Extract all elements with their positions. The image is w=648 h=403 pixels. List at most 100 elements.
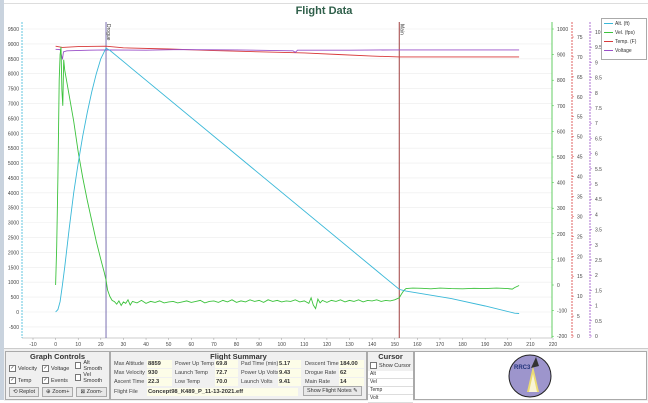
show-cursor-checkbox[interactable]: Show Cursor [370,361,412,370]
cursor-panel: Cursor Show Cursor Alt Vel Temp Volt [367,351,414,403]
altitude-tick-label: 5000 [8,161,19,167]
altitude-tick-label: 4500 [8,176,19,182]
voltage-tick-label: 6 [595,152,598,158]
voltage-tick-label: 3 [595,243,598,249]
checkbox-label: Show Cursor [379,362,411,369]
voltage-tick-label: 1 [595,304,598,310]
altitude-tick-label: 3000 [8,221,19,227]
main-rate-label: Main Rate [305,379,331,385]
altitude-tick-label: 6500 [8,116,19,122]
zoom-out-icon: ⊠ [80,389,87,395]
altitude-tick-label: 2500 [8,236,19,242]
temp-series-line [55,45,520,58]
voltage-tick-label: 4.5 [595,197,602,203]
x-tick-label: 70 [211,342,217,348]
ascent-time-value: 22.3 [147,378,172,386]
events-checkbox[interactable]: ✓ Events [42,376,72,385]
x-tick-label: 60 [188,342,194,348]
velocity-series-line [55,46,520,310]
altitude-tick-label: 1500 [8,265,19,271]
flight-chart[interactable]: -500050010001500200025003000350040004500… [0,0,648,348]
x-tick-label: 160 [413,342,422,348]
altitude-tick-label: 9500 [8,27,19,33]
altitude-tick-label: 2000 [8,250,19,256]
voltage-tick-label: 8 [595,91,598,97]
window-edge [0,0,4,400]
temp-tick-label: 50 [577,135,583,141]
top-border [4,0,648,4]
altitude-tick-label: 5500 [8,146,19,152]
temp-tick-label: 60 [577,95,583,101]
altitude-tick-label: 3500 [8,206,19,212]
legend-item-voltage: Voltage [602,46,646,55]
alt-smooth-checkbox[interactable]: Alt Smooth [75,359,107,372]
checkbox-label: Temp [18,377,32,384]
launch-volts-value: 9.41 [278,378,301,386]
temp-checkbox[interactable]: ✓ Temp [9,376,39,385]
velocity-tick-label: 800 [557,78,566,84]
chart-title: Flight Data [295,5,353,17]
checkbox-label: Vel Smooth [83,371,103,384]
drogue-rate-value: 62 [339,369,364,377]
replot-button[interactable]: ⟲ Replot [9,387,40,397]
altitude-tick-label: 6000 [8,131,19,137]
temp-tick-label: 25 [577,234,583,240]
legend-label: Voltage [615,47,632,54]
legend-item-altitude: Alt. (ft) [602,19,646,28]
voltage-tick-label: 7.5 [595,106,602,112]
altitude-tick-label: 7000 [8,101,19,107]
zoom-out-button[interactable]: ⊠ Zoom- [76,387,107,397]
cursor-alt-row: Alt [368,371,413,379]
chart-legend: Alt. (ft) Vel. (fps) Temp. (F) Voltage [601,18,647,60]
velocity-tick-label: 300 [557,206,566,212]
vel-smooth-checkbox[interactable]: Vel Smooth [75,371,107,384]
low-temp-value: 70.0 [215,378,238,386]
legend-label: Vel. (fps) [615,29,635,36]
temp-tick-label: 70 [577,55,583,61]
voltage-tick-label: 9.5 [595,45,602,51]
voltage-tick-label: 5.5 [595,167,602,173]
x-tick-label: 220 [549,342,558,348]
button-label: Zoom+ [52,389,70,395]
x-tick-label: 80 [234,342,240,348]
checkbox-label: Alt Smooth [83,359,103,372]
temp-tick-label: 65 [577,75,583,81]
voltage-tick-label: 1.5 [595,288,602,294]
velocity-checkbox[interactable]: ✓ Velocity [9,364,39,373]
x-tick-label: 40 [143,342,149,348]
power-up-volts-label: Power Up Volts [241,370,279,376]
max-altitude-value: 8859 [147,360,172,368]
legend-label: Temp. (F) [615,38,637,45]
x-tick-label: 170 [436,342,445,348]
launch-temp-label: Launch Temp [175,370,208,376]
voltage-tick-label: 7 [595,121,598,127]
cursor-title: Cursor [378,352,403,361]
show-flight-notes-button[interactable]: Show Flight Notes ✎ [303,386,362,396]
replot-icon: ⟲ [13,389,20,395]
x-tick-label: 100 [278,342,287,348]
velocity-tick-label: 0 [557,283,560,289]
notes-icon: ✎ [353,388,358,394]
graph-controls-title: Graph Controls [29,352,85,361]
checkbox-empty-icon [75,362,82,369]
voltage-tick-label: 5 [595,182,598,188]
voltage-series-line [55,48,520,60]
altitude-series-line [55,47,520,314]
velocity-tick-label: -100 [557,309,567,315]
velocity-tick-label: 900 [557,53,566,59]
pad-time-value: 5.17 [278,360,301,368]
altitude-tick-label: 4000 [8,191,19,197]
temp-tick-label: 40 [577,175,583,181]
voltage-checkbox[interactable]: ✓ Voltage [42,364,72,373]
legend-item-temp: Temp. (F) [602,37,646,46]
descent-time-value: 184.00 [339,360,364,368]
zoom-in-button[interactable]: ⊕ Zoom+ [42,387,74,397]
checkbox-check-icon: ✓ [42,365,49,372]
cursor-temp-row: Temp [368,387,413,395]
x-tick-label: 20 [98,342,104,348]
temp-tick-label: 15 [577,274,583,280]
flight-file-label: Flight File [114,389,138,395]
checkbox-label: Events [51,377,68,384]
checkbox-label: Velocity [18,365,37,372]
altitude-tick-label: 8000 [8,72,19,78]
